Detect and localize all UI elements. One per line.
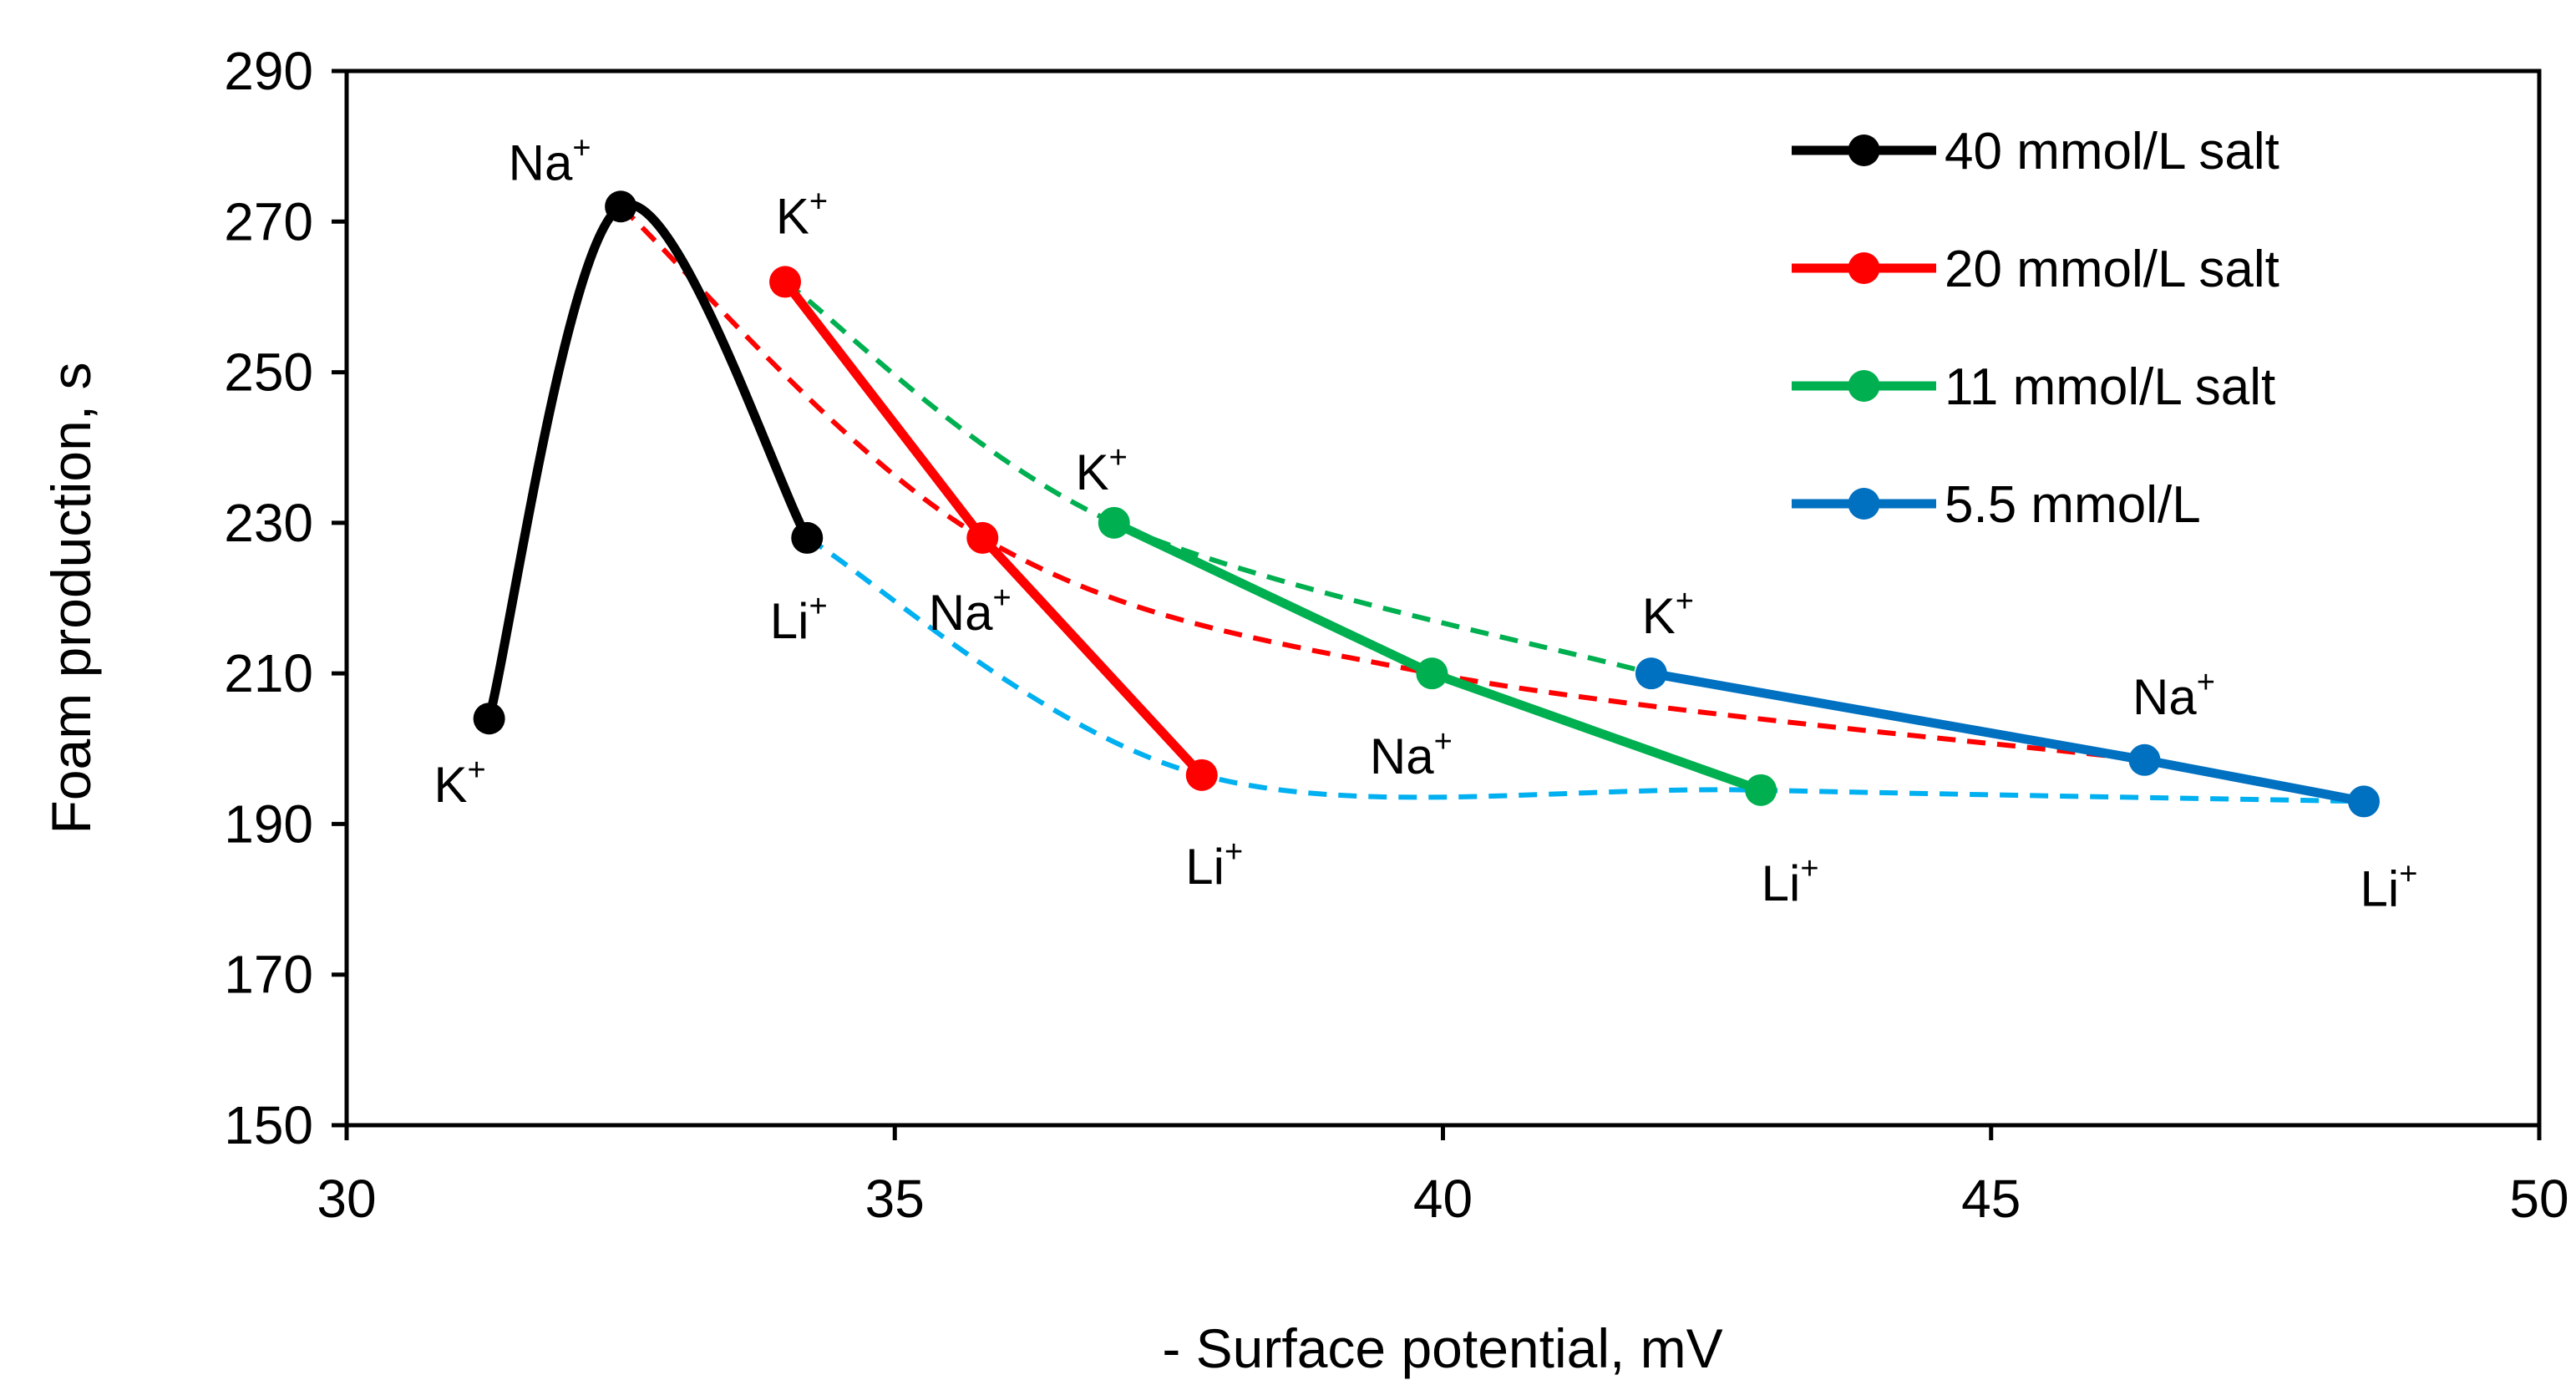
legend-label: 5.5 mmol/L	[1945, 476, 2201, 534]
ion-label: Li+	[1185, 835, 1243, 895]
data-point	[473, 703, 505, 735]
x-tick-label: 35	[865, 1169, 925, 1229]
y-tick-label: 150	[224, 1095, 313, 1155]
data-series	[473, 190, 2380, 818]
x-axis: 30 35 40 45 50	[317, 1125, 2569, 1229]
data-point	[1185, 758, 1218, 791]
legend: 40 mmol/L salt 20 mmol/L salt 11 mmol/L sa…	[1792, 123, 2279, 534]
series-line-0	[484, 200, 812, 720]
plot-frame	[344, 68, 2542, 1128]
dashed-guide-2	[805, 535, 2365, 804]
ion-label: Na+	[1370, 724, 1453, 784]
y-tick-label: 190	[224, 794, 313, 854]
legend-label: 40 mmol/L salt	[1945, 123, 2279, 180]
y-tick-label: 170	[224, 945, 313, 1005]
data-point	[1416, 657, 1448, 690]
data-point	[791, 521, 824, 554]
legend-marker	[1848, 134, 1880, 166]
y-tick-label: 270	[224, 191, 313, 251]
y-tick-label: 210	[224, 643, 313, 703]
y-axis-title: Foam production, s	[40, 363, 102, 835]
dashed-trend-lines	[619, 205, 2365, 804]
data-point	[966, 521, 999, 554]
data-point	[1098, 506, 1130, 539]
ion-label: Na+	[929, 581, 1012, 641]
y-tick-label: 250	[224, 342, 313, 403]
data-point	[769, 266, 801, 298]
data-point	[605, 190, 637, 223]
dashed-guide-1	[619, 205, 2145, 763]
dashed-guide-0	[783, 279, 1652, 677]
x-tick-label: 45	[1961, 1169, 2021, 1229]
data-point	[1745, 774, 1777, 806]
ion-label: Li+	[2360, 856, 2418, 916]
data-point	[2348, 785, 2380, 818]
legend-marker	[1848, 252, 1880, 284]
x-tick-label: 30	[317, 1169, 376, 1229]
data-point	[2128, 743, 2161, 776]
ion-label: Na+	[2132, 665, 2215, 725]
y-tick-label: 230	[224, 493, 313, 553]
x-tick-label: 50	[2509, 1169, 2568, 1229]
ion-label: K+	[776, 184, 828, 244]
ion-label: Li+	[1762, 851, 1819, 911]
legend-marker	[1848, 488, 1880, 520]
ion-label: K+	[434, 753, 486, 813]
ion-label: Li+	[770, 589, 828, 649]
ion-label: K+	[1642, 584, 1694, 644]
legend-label: 20 mmol/L salt	[1945, 241, 2279, 298]
legend-marker	[1848, 370, 1880, 402]
x-axis-title: - Surface potential, mV	[1162, 1317, 1722, 1379]
data-point	[1635, 657, 1667, 690]
y-axis: 150 170 190 210 230 250 270 290	[224, 41, 347, 1155]
x-tick-label: 40	[1413, 1169, 1473, 1229]
ion-label: K+	[1076, 440, 1128, 500]
ion-label: Na+	[509, 130, 591, 190]
y-tick-label: 290	[224, 41, 313, 101]
legend-label: 11 mmol/L salt	[1945, 358, 2275, 416]
